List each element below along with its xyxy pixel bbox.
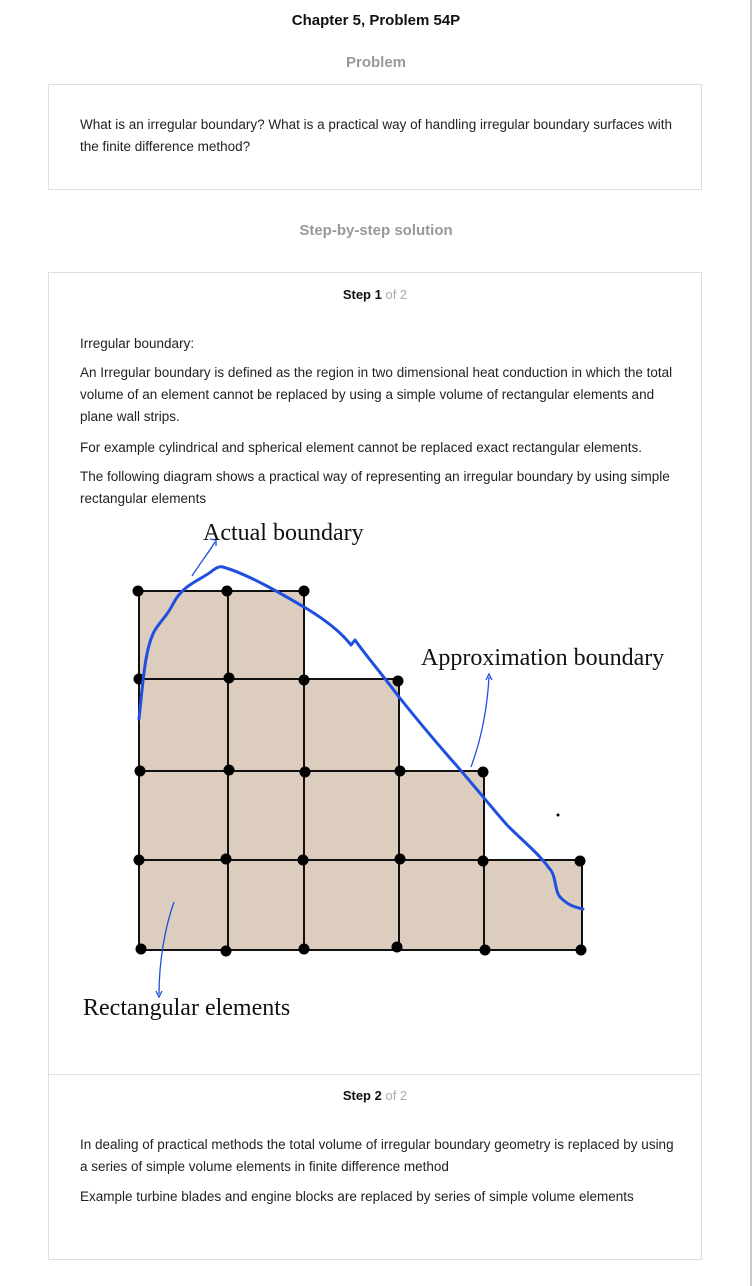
problem-card: What is an irregular boundary? What is a…	[48, 84, 702, 190]
actual-boundary-curve	[137, 565, 585, 911]
node	[392, 675, 404, 687]
node	[297, 854, 309, 866]
solution-card: Step 1 of 2 Irregular boundary: An Irreg…	[48, 272, 702, 1260]
chapter-title: Chapter 5, Problem 54P	[291, 12, 461, 29]
actual-boundary-arrowhead	[209, 538, 217, 546]
node	[391, 941, 403, 953]
node	[477, 855, 489, 867]
rectangular-elements-label: Rectangular elements	[83, 995, 290, 1021]
step-1-paragraph-4: The following diagram shows a practical …	[80, 469, 670, 506]
step-1-paragraph-1: Irregular boundary:	[80, 336, 195, 351]
rectangular-element-fills	[139, 591, 582, 950]
node	[220, 853, 232, 865]
node	[135, 943, 147, 955]
node	[223, 764, 235, 776]
node	[394, 853, 406, 865]
grid-nodes	[132, 585, 587, 957]
element-row-1	[139, 591, 304, 679]
approximation-boundary-arrowhead	[485, 672, 493, 681]
node	[477, 766, 489, 778]
step-2-paragraph-2: Example turbine blades and engine blocks…	[80, 1189, 634, 1204]
label-arrows	[155, 538, 493, 999]
node	[220, 945, 232, 957]
node	[298, 943, 310, 955]
problem-heading: Problem	[345, 54, 406, 71]
rectangular-elements-arrowhead	[155, 990, 163, 999]
node	[221, 585, 233, 597]
step-1-header: Step 1 of 2	[49, 287, 701, 302]
node	[134, 765, 146, 777]
problem-text: What is an irregular boundary? What is a…	[80, 117, 673, 154]
element-row-2	[139, 679, 399, 771]
step-divider	[49, 1074, 701, 1075]
node	[133, 854, 145, 866]
approximation-boundary-arrow	[470, 676, 490, 768]
step-2-label: Step 2	[342, 1088, 382, 1103]
approximation-boundary-label: Approximation boundary	[421, 645, 664, 671]
step-1-paragraph-3: For example cylindrical and spherical el…	[80, 440, 643, 455]
node	[394, 765, 406, 777]
step-1-of: of 2	[385, 287, 408, 302]
node	[298, 674, 310, 686]
node	[479, 944, 491, 956]
solution-heading: Step-by-step solution	[299, 222, 453, 239]
rectangular-elements-arrow	[158, 901, 175, 995]
actual-boundary-label: Actual boundary	[203, 520, 364, 546]
step-2-of: of 2	[385, 1088, 408, 1103]
step-2-header: Step 2 of 2	[49, 1088, 701, 1103]
step-2-paragraph-1: In dealing of practical methods the tota…	[80, 1137, 674, 1174]
node	[574, 855, 586, 867]
node	[575, 944, 587, 956]
node	[132, 585, 144, 597]
stray-dot	[556, 813, 560, 817]
element-row-3	[139, 771, 484, 860]
step-1-label: Step 1	[342, 287, 382, 302]
irregular-boundary-diagram: Actual boundary Approximation boundary R…	[83, 520, 664, 1021]
node	[223, 672, 235, 684]
element-row-4	[139, 860, 582, 950]
actual-boundary-arrow	[191, 541, 216, 577]
node	[298, 585, 310, 597]
step-1-paragraph-2: An Irregular boundary is defined as the …	[80, 365, 673, 424]
page-right-rule	[750, 0, 752, 1286]
node	[299, 766, 311, 778]
